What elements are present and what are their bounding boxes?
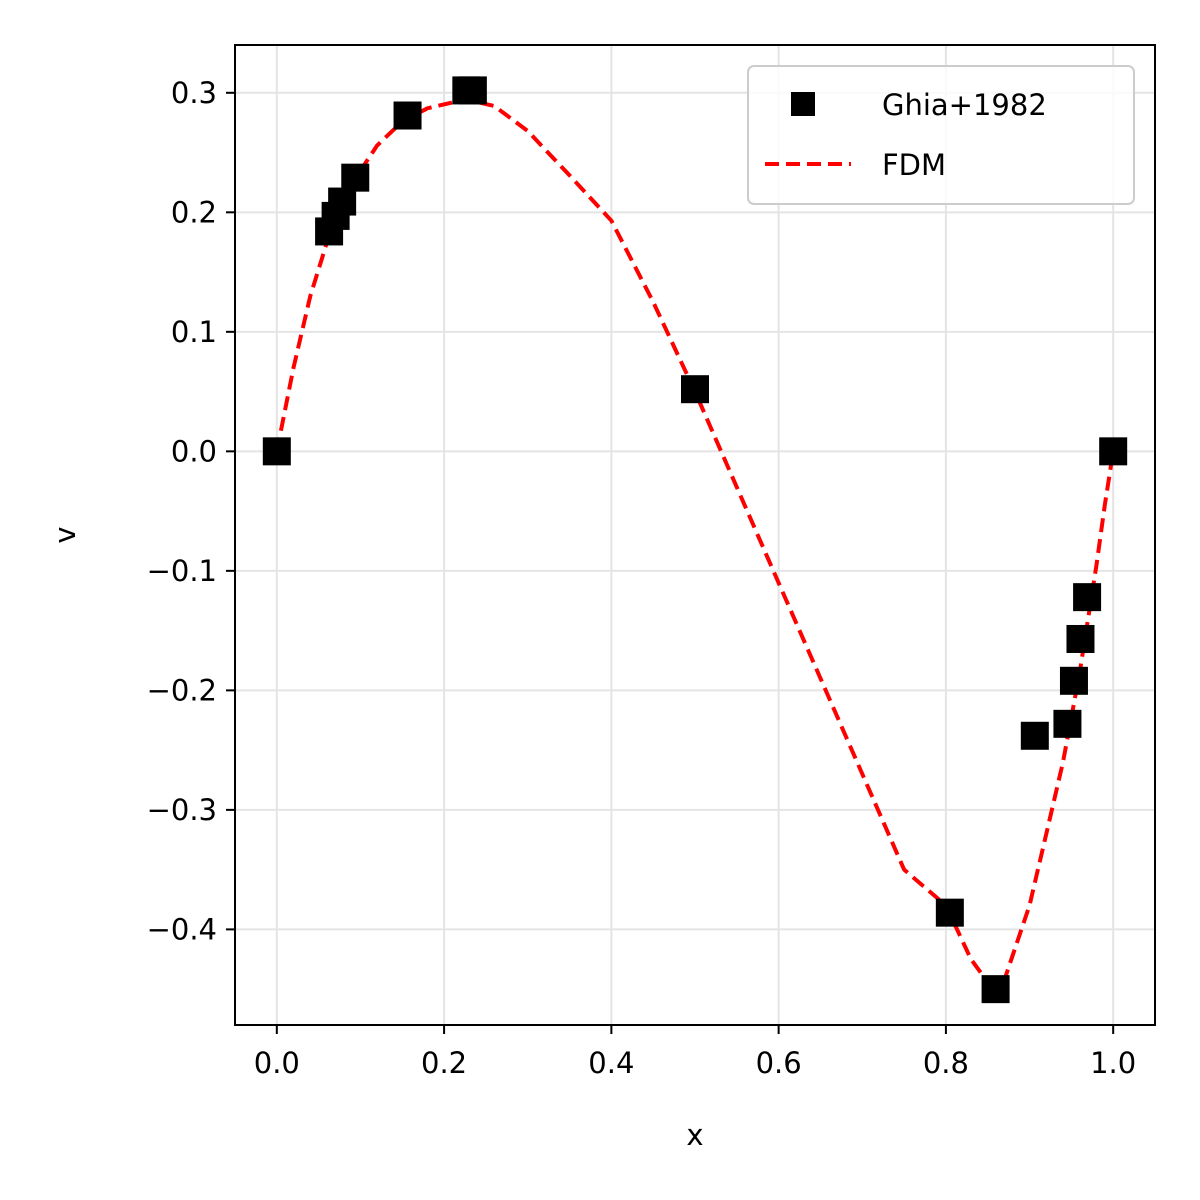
y-axis-label: v (48, 526, 82, 543)
x-tick-label: 0.6 (756, 1046, 802, 1080)
y-tick-label: −0.4 (147, 912, 217, 946)
ghia-marker (1059, 666, 1088, 695)
ghia-marker (1020, 721, 1049, 750)
y-tick-label: −0.1 (147, 554, 217, 588)
ghia-marker (341, 163, 370, 192)
y-tick-label: 0.2 (171, 195, 217, 229)
ghia-marker (262, 437, 291, 466)
y-tick-label: −0.3 (147, 793, 217, 827)
x-tick-label: 0.0 (254, 1046, 300, 1080)
x-tick-label: 0.2 (421, 1046, 467, 1080)
legend: Ghia+1982 FDM (747, 65, 1135, 205)
y-tick-label: 0.1 (171, 315, 217, 349)
y-tick-label: 0.0 (171, 434, 217, 468)
legend-box (747, 65, 1135, 205)
x-axis-ticks: 0.0 0.2 0.4 0.6 0.8 1.0 (254, 1025, 1136, 1080)
ghia-marker (935, 898, 964, 927)
x-axis-label: x (686, 1118, 703, 1152)
legend-label-fdm: FDM (882, 148, 946, 182)
ghia-marker (1073, 583, 1102, 612)
fdm-series (274, 99, 1116, 988)
ghia-marker (1066, 624, 1095, 653)
x-tick-label: 1.0 (1090, 1046, 1136, 1080)
fdm-line (274, 99, 1116, 988)
ghia-marker (1099, 437, 1128, 466)
y-tick-label: 0.3 (171, 76, 217, 110)
y-axis-ticks: 0.3 0.2 0.1 0.0 −0.1 −0.2 −0.3 −0.4 (147, 76, 235, 946)
y-tick-label: −0.2 (147, 673, 217, 707)
x-tick-label: 0.8 (923, 1046, 969, 1080)
ghia-marker (1053, 709, 1082, 738)
ghia-series (262, 76, 1128, 1004)
plot-frame (234, 44, 1156, 1026)
ghia-marker (681, 375, 709, 404)
ghia-marker (458, 76, 487, 105)
legend-marker-ghia (791, 92, 815, 116)
legend-label-ghia: Ghia+1982 (882, 88, 1047, 122)
x-tick-label: 0.4 (588, 1046, 634, 1080)
ghia-marker (981, 975, 1010, 1004)
ghia-marker (328, 187, 357, 216)
ghia-marker (393, 101, 422, 130)
grid (235, 45, 1155, 1025)
